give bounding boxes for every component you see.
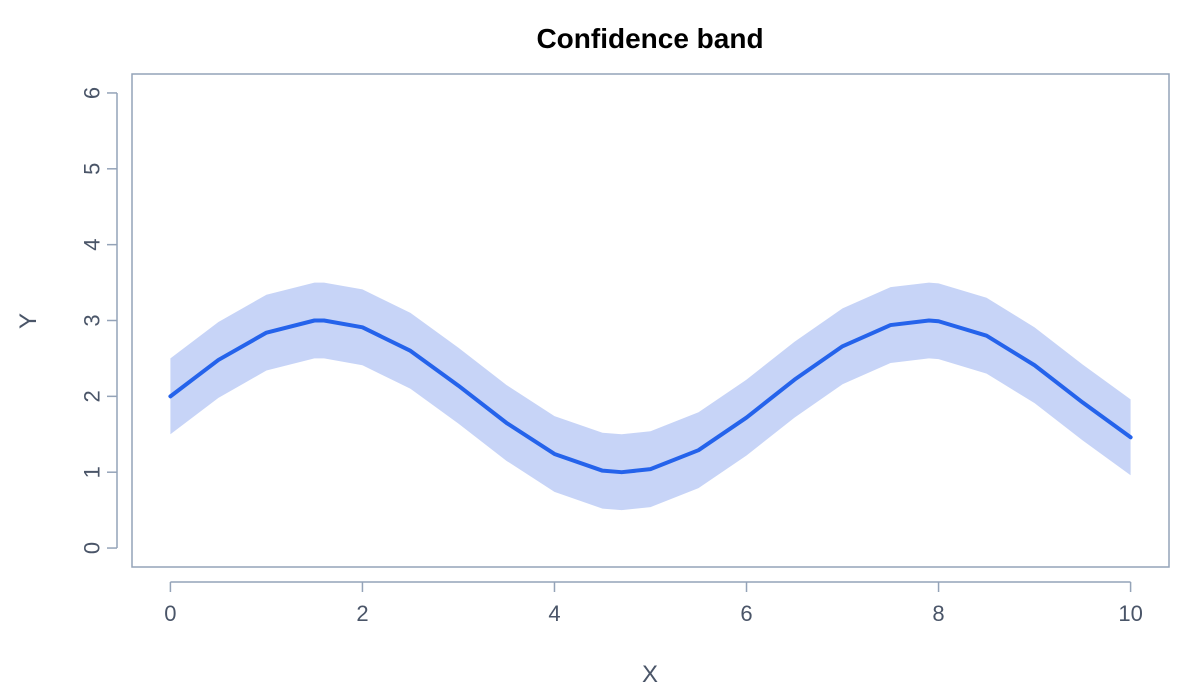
y-tick-label: 2 bbox=[80, 390, 105, 402]
confidence-band-layer bbox=[170, 282, 1131, 511]
y-tick-label: 5 bbox=[80, 163, 105, 175]
plot-frame-layer bbox=[131, 73, 1170, 568]
x-tick-label: 2 bbox=[356, 601, 368, 626]
plot-frame bbox=[131, 73, 1170, 568]
y-axis-title: Y bbox=[15, 313, 42, 329]
axes-layer: 0 2 4 6 8 10 0 1 2 3 4 5 6 bbox=[80, 87, 1143, 626]
series-line-layer bbox=[168, 318, 1133, 475]
y-tick-label: 6 bbox=[80, 87, 105, 99]
x-axis-title: X bbox=[642, 661, 658, 688]
series-line bbox=[168, 318, 1133, 475]
y-tick-label: 3 bbox=[80, 314, 105, 326]
confidence-band bbox=[170, 282, 1131, 511]
x-tick-label: 4 bbox=[548, 601, 560, 626]
x-tick-label: 8 bbox=[932, 601, 944, 626]
x-tick-label: 0 bbox=[164, 601, 176, 626]
y-tick-label: 4 bbox=[80, 239, 105, 251]
y-tick-label: 1 bbox=[80, 466, 105, 478]
x-tick-label: 10 bbox=[1118, 601, 1142, 626]
chart-title: Confidence band bbox=[536, 23, 763, 54]
x-tick-label: 6 bbox=[740, 601, 752, 626]
y-tick-label: 0 bbox=[80, 542, 105, 554]
